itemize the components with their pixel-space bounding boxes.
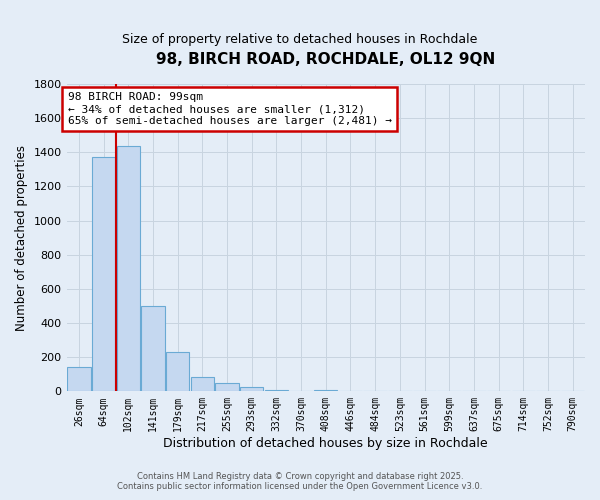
Text: Contains public sector information licensed under the Open Government Licence v3: Contains public sector information licen… bbox=[118, 482, 482, 491]
Bar bbox=[265, 390, 288, 392]
Bar bbox=[141, 306, 164, 392]
Bar bbox=[67, 368, 91, 392]
Bar bbox=[240, 387, 263, 392]
Bar bbox=[215, 383, 239, 392]
Bar bbox=[92, 158, 115, 392]
Text: 98 BIRCH ROAD: 99sqm
← 34% of detached houses are smaller (1,312)
65% of semi-de: 98 BIRCH ROAD: 99sqm ← 34% of detached h… bbox=[68, 92, 392, 126]
Text: Contains HM Land Registry data © Crown copyright and database right 2025.: Contains HM Land Registry data © Crown c… bbox=[137, 472, 463, 481]
Bar bbox=[166, 352, 190, 392]
Text: Size of property relative to detached houses in Rochdale: Size of property relative to detached ho… bbox=[122, 32, 478, 46]
X-axis label: Distribution of detached houses by size in Rochdale: Distribution of detached houses by size … bbox=[163, 437, 488, 450]
Bar bbox=[191, 377, 214, 392]
Title: 98, BIRCH ROAD, ROCHDALE, OL12 9QN: 98, BIRCH ROAD, ROCHDALE, OL12 9QN bbox=[156, 52, 496, 68]
Bar bbox=[314, 390, 337, 392]
Y-axis label: Number of detached properties: Number of detached properties bbox=[15, 144, 28, 330]
Bar bbox=[116, 146, 140, 392]
